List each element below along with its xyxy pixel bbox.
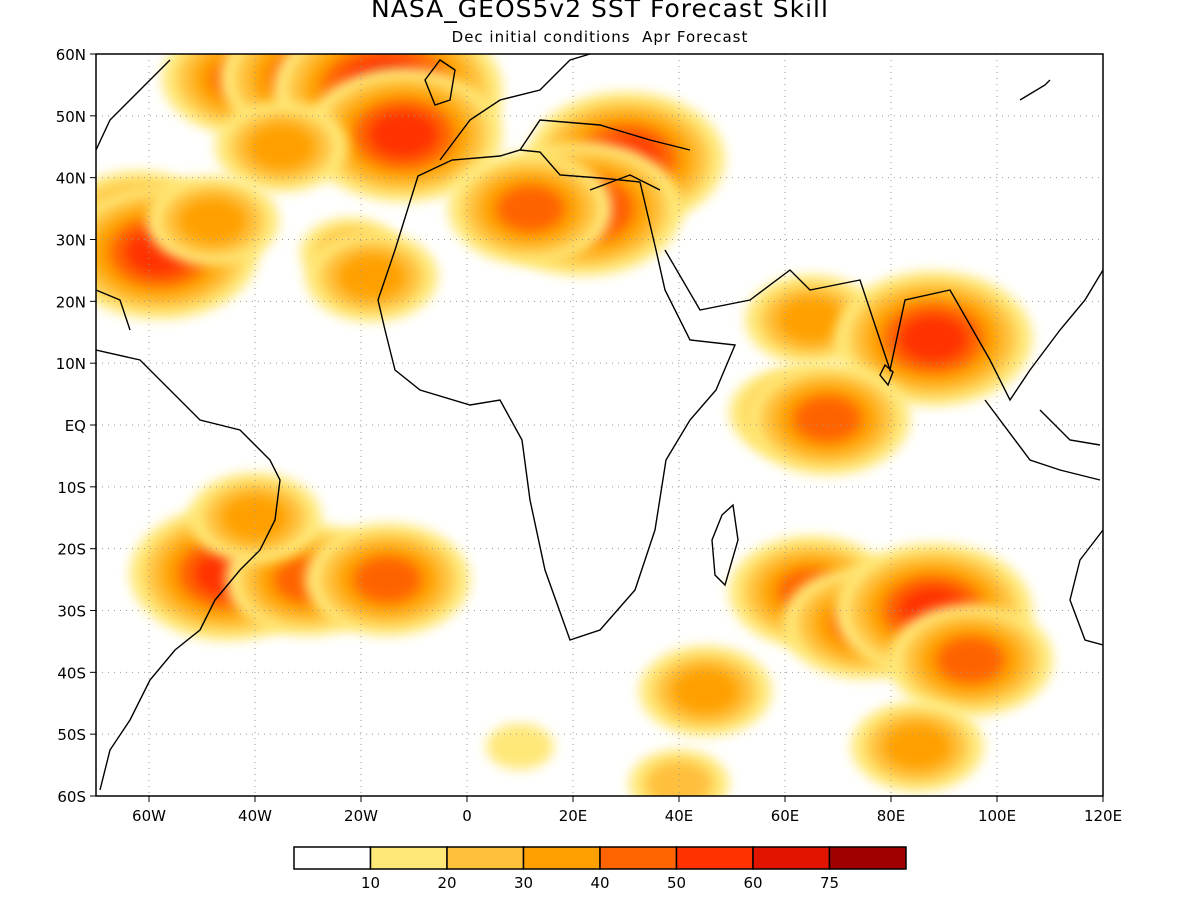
- map-subtitle: Dec initial conditions Apr Forecast: [451, 28, 749, 46]
- colorbar-label: 30: [514, 874, 533, 892]
- skill-blob: [645, 760, 713, 796]
- colorbar-swatch: [828, 846, 907, 870]
- lat-tick-label: 60N: [56, 46, 86, 64]
- colorbar-swatch: [446, 846, 525, 870]
- sri-lanka-coastline: [879, 363, 894, 387]
- colorbar-label: 75: [820, 874, 839, 892]
- colorbar-legend: 10 20 30 40 50 60 75: [293, 846, 907, 892]
- skill-blob: [247, 123, 316, 170]
- lat-tick-label: 30N: [56, 232, 86, 250]
- lat-tick-label: 10S: [57, 479, 86, 497]
- lon-tick-label: 80E: [877, 807, 906, 825]
- skill-blob: [369, 111, 438, 158]
- lat-tick-label: 50S: [57, 726, 86, 744]
- coastlines: [96, 54, 1103, 791]
- skill-blob: [793, 395, 862, 442]
- skill-blob: [671, 667, 740, 714]
- lat-tick-label: 30S: [57, 603, 86, 621]
- colorbar-label: 60: [743, 874, 762, 892]
- colorbar-swatch: [369, 846, 448, 870]
- skill-blob: [353, 556, 422, 603]
- lat-tick-label: 40N: [56, 170, 86, 188]
- lon-tick-label: 20E: [559, 807, 588, 825]
- skill-blob: [936, 637, 1005, 683]
- colorbar-swatch: [752, 846, 831, 870]
- australia-coastline: [1069, 529, 1103, 646]
- colorbar-swatch: [293, 846, 372, 870]
- lat-tick-label: 10N: [56, 355, 86, 373]
- europe-coastline: [439, 54, 691, 191]
- british-isles-coastline: [424, 59, 456, 106]
- skill-blob: [221, 494, 289, 541]
- skill-blob: [496, 185, 565, 232]
- lat-tick-label: 20S: [57, 541, 86, 559]
- africa-coastline: [377, 149, 737, 641]
- colorbar-swatch: [599, 846, 678, 870]
- skill-blob: [178, 198, 247, 244]
- colorbar-swatch: [522, 846, 601, 870]
- colorbar-swatch: [675, 846, 754, 870]
- lon-tick-label: 120E: [1084, 807, 1122, 825]
- longitude-labels: 60W 40W 20W 0 20E 40E 60E 80E 100E 120E: [132, 796, 1122, 825]
- lon-tick-label: 40E: [665, 807, 694, 825]
- colorbar-label: 10: [361, 874, 380, 892]
- colorbar-label: 50: [667, 874, 686, 892]
- grid-lines: [96, 54, 1103, 796]
- asia-coastline: [664, 249, 1103, 402]
- colorbar-label: 20: [437, 874, 456, 892]
- skill-blob: [486, 723, 554, 770]
- lon-tick-label: 20W: [344, 807, 378, 825]
- lon-tick-label: 60W: [132, 807, 166, 825]
- lat-tick-label: 50N: [56, 108, 86, 126]
- lon-tick-label: 40W: [238, 807, 272, 825]
- japan-coastline: [1019, 79, 1051, 101]
- skill-blob: [337, 253, 406, 300]
- skill-field: [96, 54, 1053, 796]
- lat-tick-label: EQ: [65, 417, 86, 435]
- latitude-labels: 60N 50N 40N 30N 20N 10N EQ 10S 20S 30S 40S 50S 60S: [56, 46, 96, 806]
- south-america-coastline: [96, 349, 281, 791]
- indonesia-coastline: [984, 399, 1101, 481]
- lat-tick-label: 20N: [56, 293, 86, 311]
- map-title: NASA_GEOS5v2 SST Forecast Skill: [371, 0, 829, 23]
- north-america-coastline: [96, 59, 171, 331]
- lat-tick-label: 60S: [57, 788, 86, 806]
- skill-blob: [777, 296, 846, 343]
- madagascar-coastline: [711, 503, 739, 587]
- lon-tick-label: 100E: [978, 807, 1016, 825]
- skill-blob: [883, 723, 952, 770]
- colorbar-label: 40: [590, 874, 609, 892]
- lat-tick-label: 40S: [57, 664, 86, 682]
- lon-tick-label: 0: [462, 807, 472, 825]
- skill-blob: [899, 315, 968, 362]
- lon-tick-label: 60E: [771, 807, 800, 825]
